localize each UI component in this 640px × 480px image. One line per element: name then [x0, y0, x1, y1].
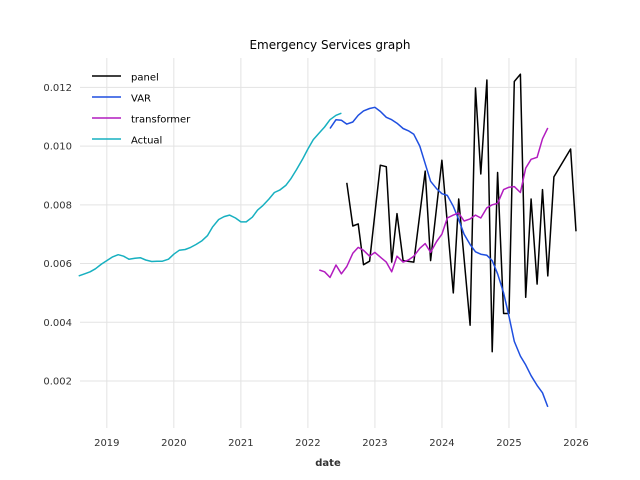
x-tick-label: 2020 [161, 438, 186, 449]
series-line-transformer [319, 127, 549, 279]
x-tick-label: 2025 [496, 438, 521, 449]
x-axis-label: date [315, 458, 341, 469]
legend: panel VAR transformer Actual [92, 73, 191, 147]
x-tick-label: 2019 [94, 438, 119, 449]
series-line-var [329, 106, 549, 408]
legend-label-panel: panel [131, 73, 159, 84]
legend-label-var: VAR [131, 94, 151, 105]
series-lines [78, 73, 577, 408]
legend-label-transformer: transformer [131, 115, 191, 126]
grid [80, 58, 577, 428]
y-tick-label: 0.010 [43, 142, 72, 153]
y-axis-ticks: 0.002 0.004 0.006 0.008 0.010 0.012 [43, 83, 72, 388]
y-tick-label: 0.012 [43, 83, 72, 94]
x-tick-label: 2023 [362, 438, 387, 449]
x-tick-label: 2021 [228, 438, 253, 449]
y-tick-label: 0.004 [43, 318, 72, 329]
chart-title: Emergency Services graph [249, 38, 410, 52]
x-tick-label: 2024 [429, 438, 454, 449]
legend-label-actual: Actual [131, 136, 162, 147]
x-axis-ticks: 2019 2020 2021 2022 2023 2024 2025 2026 [94, 438, 589, 449]
series-line-panel [346, 73, 577, 353]
x-tick-label: 2026 [563, 438, 588, 449]
series-line-actual [78, 112, 342, 277]
y-tick-label: 0.006 [43, 259, 72, 270]
y-tick-label: 0.008 [43, 200, 72, 211]
x-tick-label: 2022 [295, 438, 320, 449]
y-tick-label: 0.002 [43, 377, 72, 388]
